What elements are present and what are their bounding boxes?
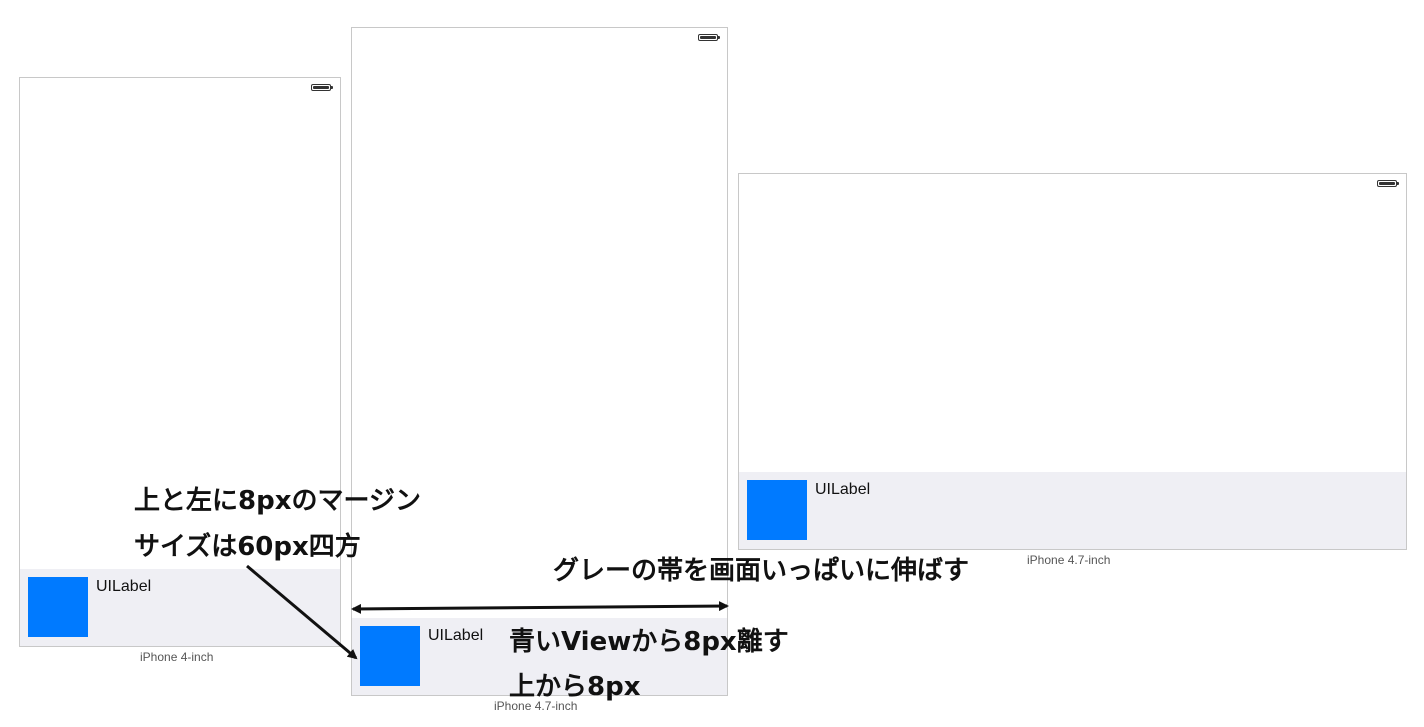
iphone-4-inch-preview[interactable]: UILabel — [19, 77, 341, 647]
top-annotation: 上から8px — [509, 672, 641, 702]
gray-band[interactable]: UILabel — [20, 569, 340, 646]
gray-band[interactable]: UILabel — [352, 618, 727, 695]
size-annotation: サイズは60px四方 — [134, 532, 361, 562]
device-caption: iPhone 4-inch — [140, 650, 214, 664]
battery-icon — [698, 34, 720, 41]
blue-view[interactable] — [28, 577, 88, 637]
stretch-annotation: グレーの帯を画面いっぱいに伸ばす — [553, 556, 970, 586]
iphone-4-7-inch-portrait-preview[interactable]: UILabel — [351, 27, 728, 696]
double-arrow-icon — [351, 601, 729, 614]
ui-label: UILabel — [815, 481, 871, 498]
blue-view[interactable] — [360, 626, 420, 686]
device-caption: iPhone 4.7-inch — [494, 699, 578, 713]
battery-icon — [311, 84, 333, 91]
ui-label: UILabel — [428, 627, 484, 644]
offset-annotation: 青いViewから8px離す — [509, 627, 789, 657]
margin-annotation: 上と左に8pxのマージン — [134, 486, 421, 516]
iphone-4-7-inch-landscape-preview[interactable]: UILabel — [738, 173, 1407, 550]
ui-label: UILabel — [96, 578, 152, 595]
arrow-icon — [246, 564, 358, 660]
device-caption: iPhone 4.7-inch — [1027, 553, 1111, 567]
gray-band[interactable]: UILabel — [739, 472, 1406, 549]
battery-icon — [1377, 180, 1399, 187]
blue-view[interactable] — [747, 480, 807, 540]
